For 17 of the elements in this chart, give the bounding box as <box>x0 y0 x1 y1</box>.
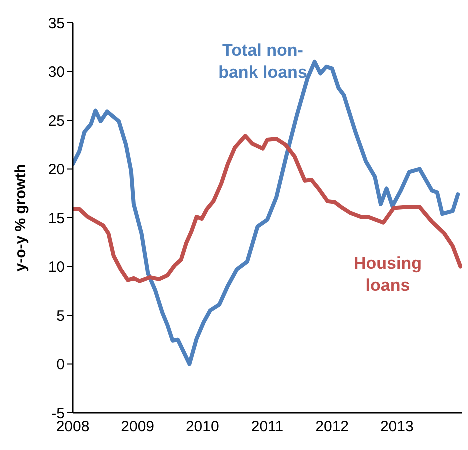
y-tick-label: 10 <box>48 259 65 276</box>
y-axis-title: y-o-y % growth <box>12 164 30 272</box>
y-tick-label: 30 <box>48 64 65 82</box>
x-tick-label: 2010 <box>186 418 220 436</box>
y-tick-label: 20 <box>48 162 65 179</box>
y-tick-label: 35 <box>48 15 65 32</box>
x-tick-label: 2013 <box>380 418 414 436</box>
line-series <box>73 60 460 366</box>
y-tick-label: 15 <box>48 210 65 228</box>
series-label: Housing loans <box>353 253 423 298</box>
series-label: Total non-bank loans <box>218 40 308 84</box>
y-tick-label: 25 <box>48 112 65 130</box>
y-tick-label: 0 <box>56 356 65 374</box>
y-tick-label: 5 <box>56 308 65 325</box>
x-tick-label: 2009 <box>121 418 155 436</box>
x-tick-label: 2012 <box>316 418 350 436</box>
x-tick-label: 2011 <box>251 418 284 436</box>
